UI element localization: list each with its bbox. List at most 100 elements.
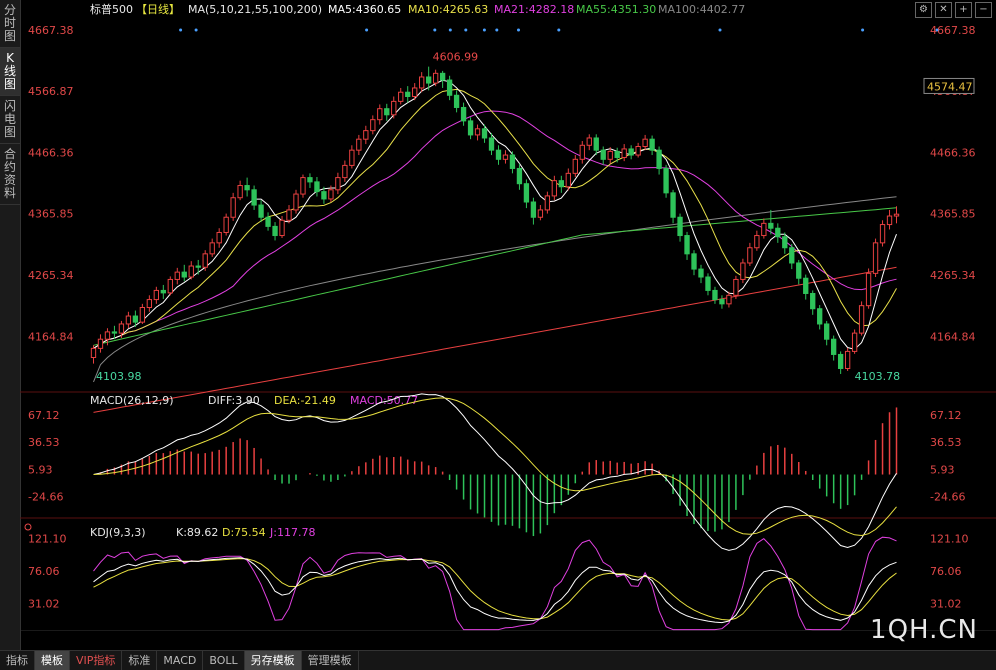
sidebar-tab-3[interactable]: 合约资料 — [0, 144, 20, 205]
candle-body-73 — [600, 149, 606, 160]
kdj-j: J:117.78 — [269, 526, 315, 539]
signal-dot-3 — [433, 28, 437, 32]
candle-body-0 — [90, 347, 97, 359]
ma-label-1: MA10:4265.63 — [408, 3, 488, 16]
candle-body-1 — [97, 338, 104, 349]
price-tick-right-3: 4365.85 — [930, 208, 976, 221]
candle-body-113 — [879, 224, 886, 244]
period-tag: 【日线】 — [136, 2, 180, 16]
candle-body-95 — [754, 235, 760, 249]
plus-icon[interactable]: + — [955, 2, 972, 18]
macd-tick-right-1: 36.53 — [930, 436, 962, 449]
candle-body-58 — [495, 149, 502, 160]
candle-body-28 — [286, 209, 292, 221]
price-tick-left-4: 4265.34 — [28, 269, 74, 282]
macd-dea: DEA:-21.49 — [274, 394, 336, 407]
candle-body-64 — [537, 209, 544, 218]
ma-label-3: MA55:4351.30 — [576, 3, 656, 16]
price-tick-left-3: 4365.85 — [28, 208, 74, 221]
gear-icon[interactable]: ⚙ — [915, 2, 932, 18]
candle-body-51 — [446, 79, 453, 96]
candle-body-110 — [858, 305, 865, 334]
toolbar-item-7[interactable]: 管理模板 — [302, 651, 359, 670]
kdj-tick-right-0: 121.10 — [930, 532, 969, 545]
candle-body-107 — [837, 353, 844, 369]
candle-body-59 — [502, 154, 509, 160]
signal-dot-6 — [482, 28, 486, 32]
candle-body-48 — [425, 76, 432, 84]
current-price-label: 4574.47 — [927, 80, 973, 93]
candle-body-10 — [160, 289, 166, 294]
candle-body-8 — [146, 299, 153, 309]
candle-body-57 — [488, 137, 495, 151]
candle-body-44 — [398, 91, 404, 102]
toolbar-item-3[interactable]: 标准 — [122, 651, 158, 670]
candle-body-112 — [872, 242, 879, 274]
toolbar-item-0[interactable]: 指标 — [0, 651, 35, 670]
candle-body-27 — [279, 219, 285, 237]
candle-body-85 — [684, 235, 690, 255]
candle-body-84 — [677, 216, 683, 237]
candle-body-41 — [377, 108, 383, 121]
macd-tick-right-2: 5.93 — [930, 463, 955, 476]
candle-body-9 — [153, 289, 160, 301]
candle-body-70 — [579, 144, 585, 160]
candle-body-33 — [321, 191, 327, 200]
candle-body-103 — [810, 292, 816, 310]
kdj-tick-right-2: 31.02 — [930, 598, 962, 611]
candle-body-4 — [118, 323, 125, 334]
signal-dot-9 — [557, 28, 561, 32]
candle-body-22 — [244, 185, 250, 191]
candle-body-53 — [460, 106, 467, 122]
candle-body-16 — [202, 253, 208, 268]
candle-body-62 — [523, 183, 530, 203]
candle-body-98 — [775, 227, 781, 238]
candle-body-88 — [705, 276, 711, 291]
candle-body-7 — [139, 307, 146, 323]
candle-body-32 — [314, 181, 320, 193]
signal-dot-0 — [179, 28, 183, 32]
candle-body-34 — [328, 189, 334, 200]
price-tick-right-2: 4466.36 — [930, 146, 976, 159]
sidebar-tab-2[interactable]: 闪电图 — [0, 96, 20, 144]
candle-body-108 — [844, 350, 851, 369]
minus-icon[interactable]: − — [975, 2, 992, 18]
candle-body-35 — [335, 177, 341, 191]
kdj-tick-left-1: 76.06 — [28, 565, 60, 578]
price-tick-right-5: 4164.84 — [930, 330, 976, 343]
candle-body-93 — [740, 262, 746, 280]
signal-dot-5 — [464, 28, 468, 32]
toolbar-item-2[interactable]: VIP指标 — [70, 651, 123, 670]
watermark: 1QH.CN — [870, 615, 978, 645]
candle-body-61 — [516, 167, 523, 185]
candle-body-55 — [474, 128, 481, 136]
candle-body-26 — [272, 225, 278, 237]
candle-body-105 — [824, 323, 830, 340]
candle-body-37 — [349, 149, 355, 166]
kdj-d-line — [93, 558, 897, 621]
candle-body-56 — [481, 128, 488, 139]
candle-body-82 — [663, 167, 669, 194]
candle-body-78 — [635, 146, 641, 156]
toolbar-item-1[interactable]: 模板 — [35, 651, 70, 670]
candle-body-89 — [712, 289, 718, 301]
candle-body-43 — [391, 100, 397, 116]
macd-value: MACD:50.77 — [350, 394, 418, 407]
toolbar-item-6[interactable]: 另存模板 — [244, 651, 302, 670]
candle-body-71 — [586, 137, 592, 146]
kdj-k: K:89.62 — [176, 526, 218, 539]
macd-tick-right-0: 67.12 — [930, 409, 962, 422]
candle-body-12 — [174, 271, 180, 280]
current-price-box — [923, 77, 975, 94]
candle-body-39 — [363, 130, 369, 140]
toolbar-item-5[interactable]: BOLL — [203, 651, 245, 670]
ma100-line — [93, 196, 897, 383]
close-x-icon[interactable]: ✕ — [935, 2, 952, 18]
ma10-line — [93, 88, 897, 349]
macd-dea-line — [93, 397, 897, 537]
toolbar-item-4[interactable]: MACD — [157, 651, 204, 670]
candle-body-111 — [865, 272, 872, 307]
sidebar-tab-0[interactable]: 分时图 — [0, 0, 20, 48]
low-annotation-right: 4103.78 — [855, 370, 901, 383]
